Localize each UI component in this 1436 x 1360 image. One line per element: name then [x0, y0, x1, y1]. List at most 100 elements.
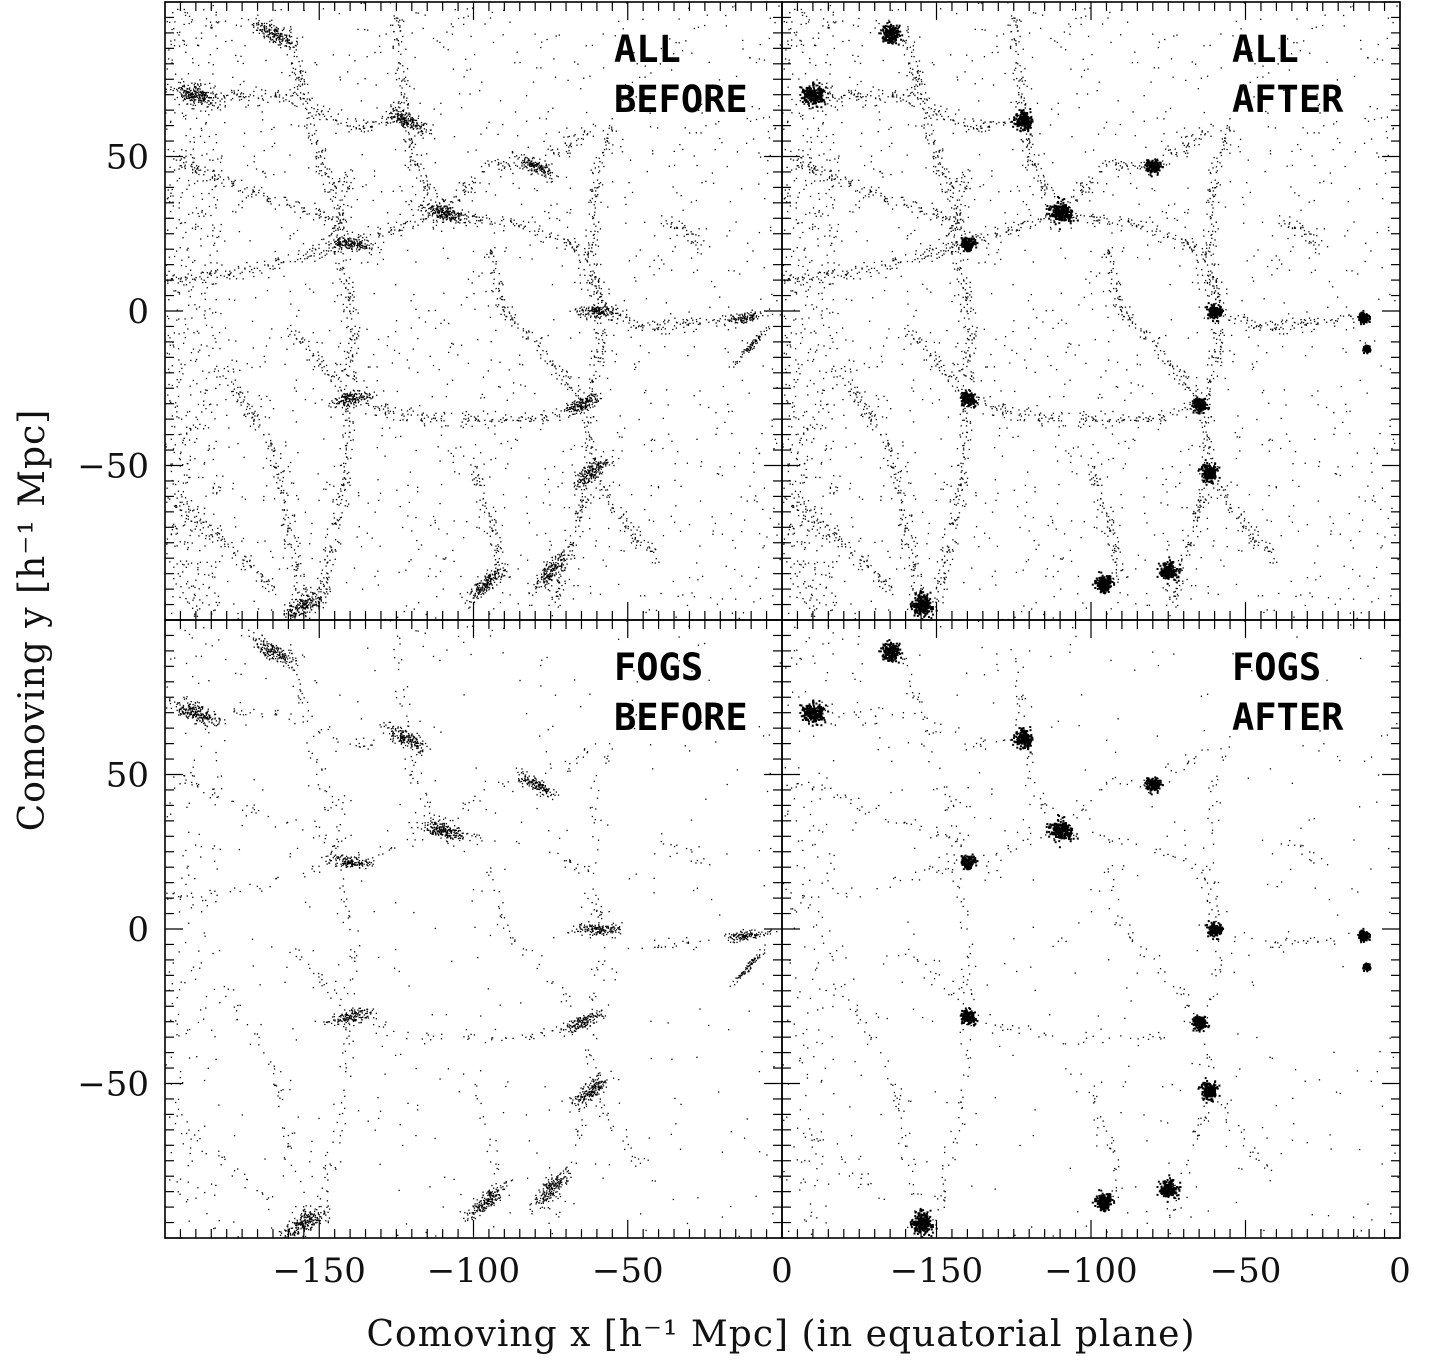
data-point: [474, 584, 476, 586]
data-point: [309, 139, 312, 141]
data-point: [543, 417, 546, 419]
data-point: [413, 123, 415, 125]
data-point: [182, 85, 184, 87]
data-point: [568, 135, 571, 138]
data-point: [544, 573, 546, 575]
data-point: [248, 412, 250, 415]
data-point: [318, 586, 320, 589]
data-point: [591, 463, 593, 465]
data-point: [567, 546, 569, 548]
data-point: [258, 189, 260, 192]
data-point: [275, 39, 278, 41]
data-point: [527, 169, 529, 172]
data-point: [353, 375, 355, 378]
data-point: [313, 603, 315, 605]
data-point: [358, 128, 360, 130]
data-point: [340, 122, 342, 124]
data-point: [501, 216, 504, 218]
data-point: [607, 309, 610, 312]
data-point: [463, 191, 466, 193]
data-point: [751, 348, 753, 350]
data-point: [477, 584, 479, 586]
data-point: [352, 281, 354, 284]
data-point: [572, 406, 575, 408]
data-point: [465, 423, 467, 425]
data-point: [594, 276, 596, 278]
data-point: [589, 310, 591, 312]
data-point: [351, 448, 353, 451]
data-point: [607, 494, 609, 497]
data-point: [594, 167, 597, 169]
data-point: [409, 139, 411, 141]
data-point: [538, 586, 540, 588]
data-point: [552, 149, 554, 151]
data-point: [591, 470, 593, 472]
data-point: [498, 168, 500, 170]
data-point: [402, 122, 405, 125]
data-point: [406, 124, 408, 127]
data-point: [447, 214, 449, 217]
data-point: [420, 204, 422, 206]
data-point: [549, 177, 551, 179]
data-point: [599, 397, 601, 400]
data-point: [593, 223, 595, 225]
data-point: [403, 138, 405, 141]
data-point: [266, 22, 268, 25]
data-point: [558, 416, 561, 418]
data-point: [456, 212, 458, 214]
data-point: [294, 105, 296, 107]
data-point: [265, 31, 267, 33]
data-point: [299, 613, 301, 616]
data-point: [185, 90, 188, 92]
data-point: [181, 94, 183, 97]
data-point: [342, 214, 344, 216]
data-point: [591, 171, 594, 174]
data-point: [295, 201, 297, 203]
data-point: [543, 574, 545, 576]
data-point: [545, 167, 547, 169]
data-point: [359, 397, 361, 400]
data-point: [269, 24, 272, 27]
data-point: [548, 168, 550, 170]
data-point: [318, 247, 320, 249]
data-point: [356, 246, 359, 249]
data-point: [592, 172, 594, 175]
data-point: [424, 210, 427, 212]
data-point: [441, 426, 443, 428]
data-point: [307, 594, 309, 596]
data-point: [577, 406, 580, 408]
data-point: [196, 91, 198, 94]
data-point: [592, 477, 595, 479]
data-point: [593, 214, 596, 216]
data-point: [396, 110, 398, 112]
data-point: [417, 224, 419, 226]
data-point: [578, 254, 580, 256]
data-point: [361, 246, 363, 249]
data-point: [410, 199, 412, 202]
data-point: [406, 410, 409, 412]
data-point: [595, 393, 597, 395]
data-point: [352, 187, 354, 190]
data-point: [591, 390, 593, 393]
data-point: [283, 34, 286, 36]
data-point: [239, 391, 241, 393]
data-point: [641, 323, 644, 326]
data-point: [663, 321, 665, 323]
data-point: [275, 30, 278, 32]
data-point: [299, 258, 302, 260]
data-point: [543, 561, 545, 563]
data-point: [346, 306, 348, 308]
data-point: [399, 26, 401, 29]
data-point: [310, 599, 312, 602]
data-point: [454, 217, 456, 219]
data-point: [355, 128, 358, 130]
data-point: [534, 221, 536, 223]
data-point: [588, 312, 590, 314]
data-point: [198, 173, 200, 176]
data-point: [492, 577, 495, 579]
data-point: [407, 104, 409, 106]
data-point: [343, 368, 346, 371]
data-point: [345, 221, 348, 223]
data-point: [282, 39, 284, 41]
data-point: [343, 393, 345, 395]
